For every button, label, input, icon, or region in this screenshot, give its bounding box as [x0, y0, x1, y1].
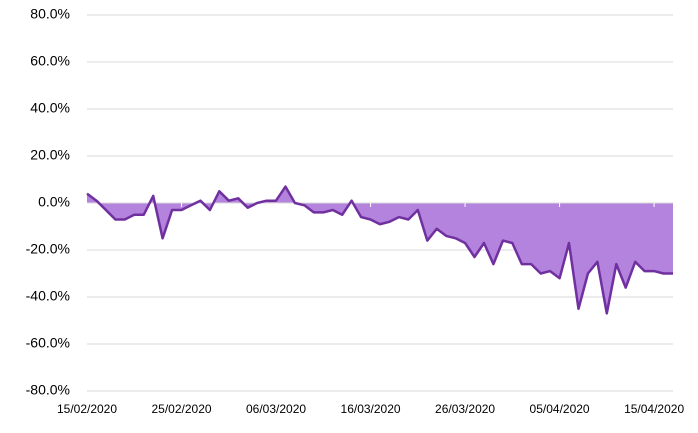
y-tick-label: -20.0%: [26, 241, 70, 257]
line: [86, 185, 673, 315]
x-tick-label: 15/04/2020: [624, 402, 684, 416]
y-tick-label: 0.0%: [38, 194, 70, 210]
x-tick-label: 26/03/2020: [435, 402, 495, 416]
area: [87, 186, 673, 314]
y-tick-label: 60.0%: [30, 53, 70, 69]
x-tick-label: 06/03/2020: [246, 402, 306, 416]
y-tick-label: -80.0%: [26, 382, 70, 398]
y-tick-label: 80.0%: [30, 6, 70, 22]
y-tick-label: -60.0%: [26, 335, 70, 351]
x-tick-label: 25/02/2020: [151, 402, 211, 416]
x-tick-label: 15/02/2020: [57, 402, 117, 416]
x-tick-label: 05/04/2020: [530, 402, 590, 416]
y-tick-label: -40.0%: [26, 288, 70, 304]
y-tick-label: 20.0%: [30, 147, 70, 163]
y-tick-label: 40.0%: [30, 100, 70, 116]
x-tick-label: 16/03/2020: [341, 402, 401, 416]
